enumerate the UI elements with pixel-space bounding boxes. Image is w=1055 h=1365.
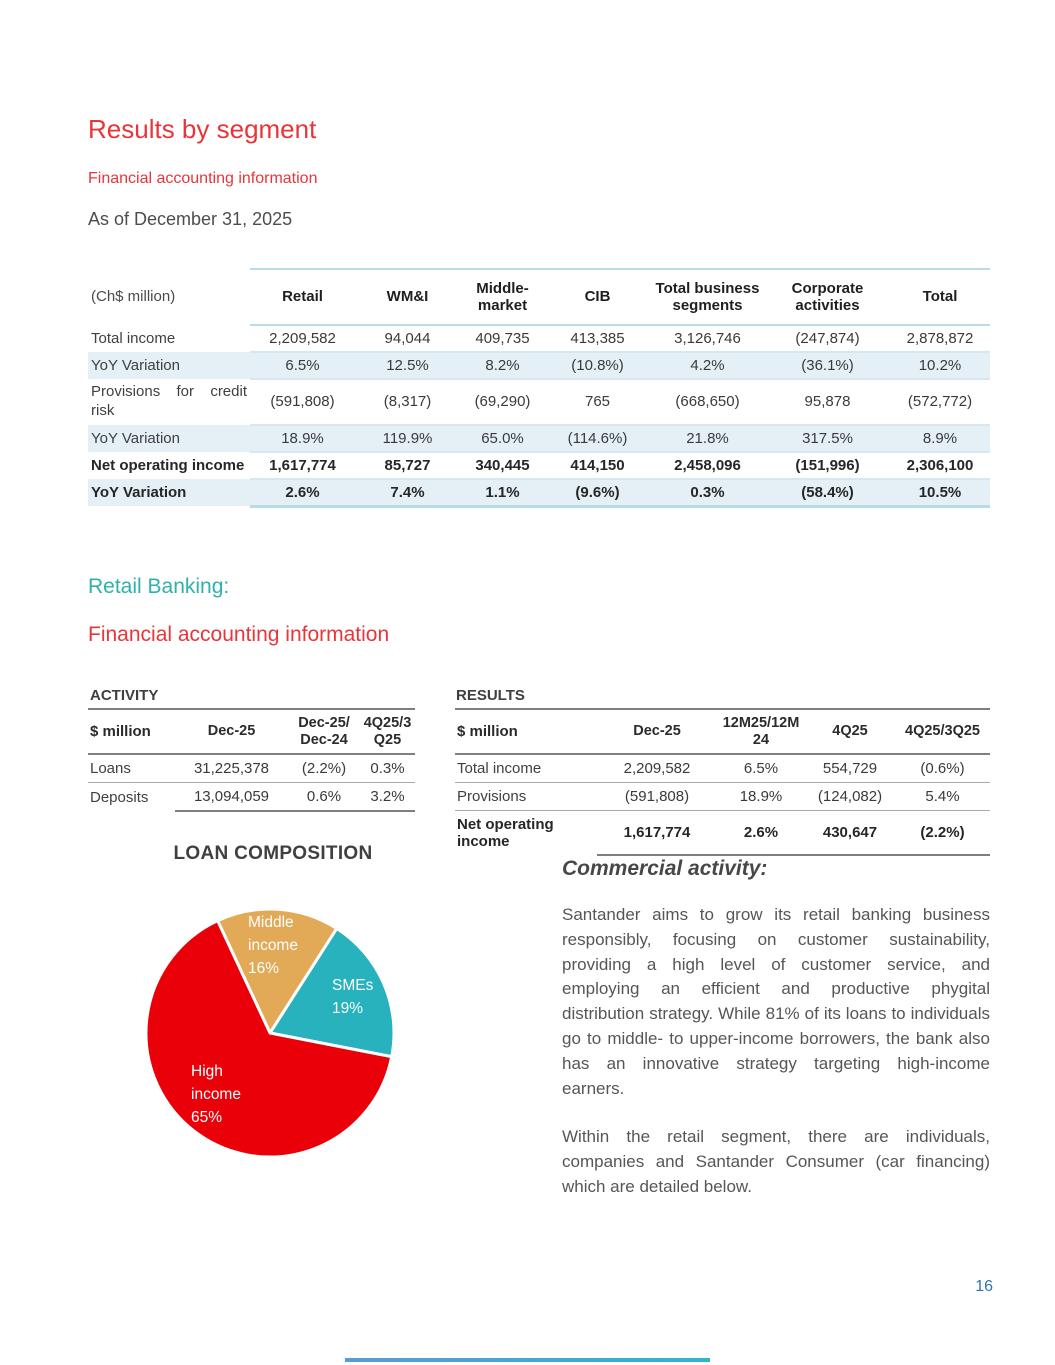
table-row: Deposits 13,094,059 0.6% 3.2% — [88, 782, 415, 813]
paragraph: Santander aims to grow its retail bankin… — [562, 905, 990, 1098]
retail-subheading: Financial accounting information — [88, 623, 390, 646]
col-total: Total — [890, 268, 990, 326]
paragraph: Within the retail segment, there are ind… — [562, 1127, 990, 1196]
table-row: YoY Variation 6.5% 12.5% 8.2% (10.8%) 4.… — [88, 352, 990, 380]
activity-heading: ACTIVITY — [90, 687, 159, 704]
page-title: Results by segment — [88, 114, 317, 144]
pie-label-smes: SMEs 19% — [332, 977, 374, 1017]
table-row: Total income 2,209,582 6.5% 554,729 (0.6… — [455, 754, 990, 784]
results-table-container: $ million Dec-25 12M25/12M 24 4Q25 4Q25/… — [455, 707, 990, 857]
col-cib: CIB — [545, 268, 650, 326]
pie-slice-middle-income — [216, 907, 339, 1035]
table-row: Loans 31,225,378 (2.2%) 0.3% — [88, 754, 415, 784]
pie-label-middle-income: Middle income 16% — [248, 914, 298, 977]
results-heading: RESULTS — [456, 687, 525, 704]
unit-label: (Ch$ million) — [91, 288, 176, 306]
loan-composition-pie-chart — [128, 891, 412, 1175]
section-subtitle: Financial accounting information — [88, 170, 318, 187]
col-corporate-activities: Corporate activities — [765, 268, 890, 326]
as-of-date: As of December 31, 2025 — [88, 209, 293, 229]
commercial-activity-text: Santander aims to grow its retail bankin… — [562, 903, 990, 1224]
col-total-business-segments: Total business segments — [650, 268, 765, 326]
table-row: YoY Variation 2.6% 7.4% 1.1% (9.6%) 0.3%… — [88, 478, 990, 508]
segment-table-header-row: (Ch$ million) Retail WM&I Middle-market … — [88, 268, 990, 326]
table-row-net-operating-income: Net operating income 1,617,774 2.6% 430,… — [455, 810, 990, 857]
col-wmi: WM&I — [355, 268, 460, 326]
col-middle-market: Middle-market — [460, 268, 545, 326]
segment-table: (Ch$ million) Retail WM&I Middle-market … — [88, 268, 990, 508]
table-row: Total income 2,209,582 94,044 409,735 41… — [88, 325, 990, 353]
activity-table: $ million Dec-25 Dec-25/ Dec-24 4Q25/3 Q… — [88, 707, 415, 813]
commercial-activity-heading: Commercial activity: — [562, 857, 768, 880]
activity-header-row: $ million Dec-25 Dec-25/ Dec-24 4Q25/3 Q… — [88, 707, 415, 756]
segment-table-container: (Ch$ million) Retail WM&I Middle-market … — [88, 268, 990, 508]
chart-title: LOAN COMPOSITION — [173, 843, 373, 864]
results-header-row: $ million Dec-25 12M25/12M 24 4Q25 4Q25/… — [455, 707, 990, 756]
page-number: 16 — [975, 1278, 993, 1295]
activity-table-container: $ million Dec-25 Dec-25/ Dec-24 4Q25/3 Q… — [88, 707, 415, 813]
results-table: $ million Dec-25 12M25/12M 24 4Q25 4Q25/… — [455, 707, 990, 857]
table-row: Provisions (591,808) 18.9% (124,082) 5.4… — [455, 782, 990, 812]
footer-accent-bar — [345, 1358, 710, 1362]
pie-slice-high-income — [144, 919, 394, 1159]
retail-banking-heading: Retail Banking: — [88, 575, 230, 598]
pie-svg — [144, 907, 396, 1159]
table-row-net-operating-income: Net operating income 1,617,774 85,727 34… — [88, 451, 990, 480]
table-row: Provisions for credit risk (591,808) (8,… — [88, 379, 990, 426]
pie-slice-smes — [268, 927, 396, 1059]
pie-label-high-income: High income 65% — [191, 1063, 241, 1126]
table-row: YoY Variation 18.9% 119.9% 65.0% (114.6%… — [88, 424, 990, 453]
col-retail: Retail — [250, 268, 355, 326]
